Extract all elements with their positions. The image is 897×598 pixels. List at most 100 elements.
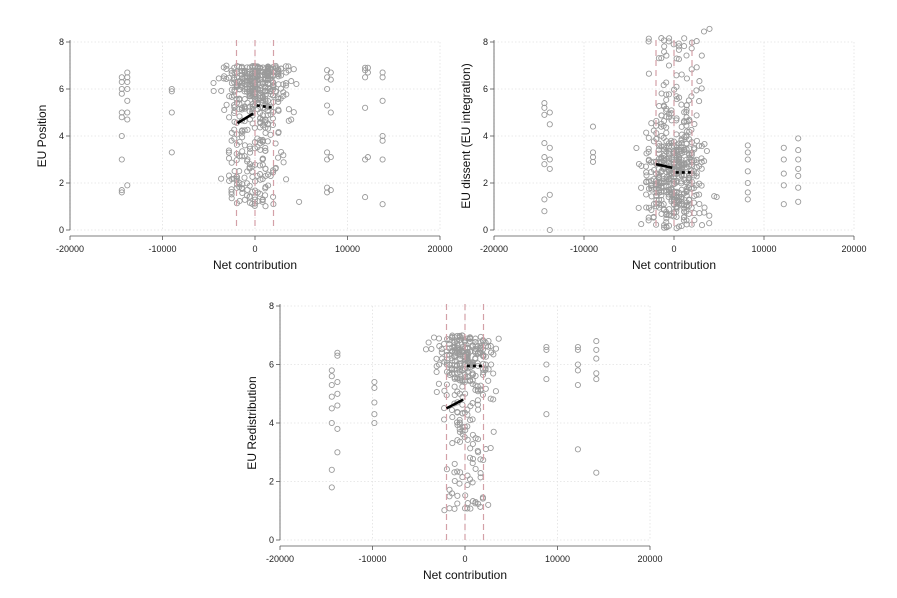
data-point (221, 106, 228, 114)
data-point (256, 162, 263, 169)
data-point (118, 189, 125, 196)
data-point (262, 183, 269, 191)
data-point (645, 148, 652, 155)
data-point (280, 89, 287, 96)
data-point (650, 176, 657, 183)
data-point (225, 147, 232, 154)
data-point (464, 500, 471, 507)
data-point (661, 224, 668, 231)
data-point (744, 196, 751, 203)
data-point (642, 163, 650, 170)
x-tick-label: 0 (671, 244, 676, 254)
data-point (698, 85, 705, 92)
y-tick-label: 2 (59, 178, 64, 188)
data-point (678, 101, 685, 108)
data-point (259, 161, 266, 168)
data-point (546, 156, 553, 163)
x-tick-label: -20000 (56, 244, 84, 254)
data-point (328, 373, 335, 380)
data-point (472, 435, 479, 442)
data-point (693, 164, 700, 171)
data-point (645, 145, 652, 152)
data-point (681, 35, 688, 42)
x-tick-label: 0 (462, 554, 467, 564)
data-point (264, 125, 272, 132)
data-point (638, 221, 645, 228)
data-point (456, 416, 463, 423)
data-point (660, 37, 668, 44)
data-point (223, 101, 230, 108)
data-point (546, 109, 553, 116)
data-point (658, 132, 665, 139)
data-point (469, 498, 476, 505)
data-point (645, 35, 652, 42)
data-point (449, 347, 456, 355)
y-tick-label: 8 (59, 37, 64, 47)
data-point (257, 93, 264, 100)
data-point (371, 399, 378, 406)
data-point (231, 104, 238, 111)
data-point (680, 217, 687, 224)
data-point (168, 85, 175, 93)
data-point (638, 184, 645, 191)
data-point (371, 378, 378, 386)
data-point (683, 185, 690, 193)
data-point (541, 196, 548, 203)
data-point (210, 87, 217, 95)
data-point (379, 201, 386, 208)
data-point (469, 460, 476, 467)
data-point (690, 199, 697, 206)
data-point (451, 383, 458, 390)
data-point (691, 144, 698, 151)
data-point (215, 75, 222, 82)
data-point (645, 134, 652, 141)
y-axis-label: EU Position (35, 105, 49, 168)
data-point (435, 380, 442, 387)
data-point (448, 334, 456, 341)
fit-line (236, 112, 254, 125)
data-point (673, 144, 680, 151)
data-point (589, 154, 597, 161)
data-point (451, 505, 458, 512)
data-point (228, 70, 235, 77)
data-point (362, 64, 369, 71)
data-point (655, 55, 662, 62)
data-point (334, 378, 341, 386)
y-tick-label: 2 (269, 477, 274, 487)
data-point (282, 63, 289, 70)
data-point (362, 104, 369, 111)
data-point (696, 78, 703, 85)
data-point (744, 149, 751, 156)
data-point (328, 367, 335, 374)
data-point (469, 440, 476, 448)
data-points (541, 25, 802, 234)
data-point (643, 169, 650, 176)
data-point (168, 88, 175, 95)
data-point (296, 198, 303, 205)
data-point (633, 144, 640, 152)
data-point (283, 82, 290, 89)
data-point (645, 156, 652, 163)
data-point (543, 411, 550, 418)
data-point (124, 69, 131, 76)
data-point (238, 153, 245, 160)
data-point (780, 182, 787, 189)
data-point (541, 208, 548, 215)
data-point (472, 354, 479, 362)
data-point (244, 186, 251, 193)
data-point (589, 123, 597, 130)
data-point (713, 193, 720, 201)
data-point (118, 156, 125, 163)
data-point (490, 370, 497, 377)
x-tick-label: -20000 (480, 244, 508, 254)
y-tick-label: 6 (269, 360, 274, 370)
data-point (469, 455, 477, 462)
data-point (673, 96, 680, 103)
data-point (678, 161, 685, 168)
data-point (543, 376, 550, 383)
data-point (454, 492, 461, 499)
data-point (259, 112, 266, 119)
data-point (327, 154, 334, 161)
data-point (693, 64, 700, 71)
data-point (446, 505, 453, 512)
